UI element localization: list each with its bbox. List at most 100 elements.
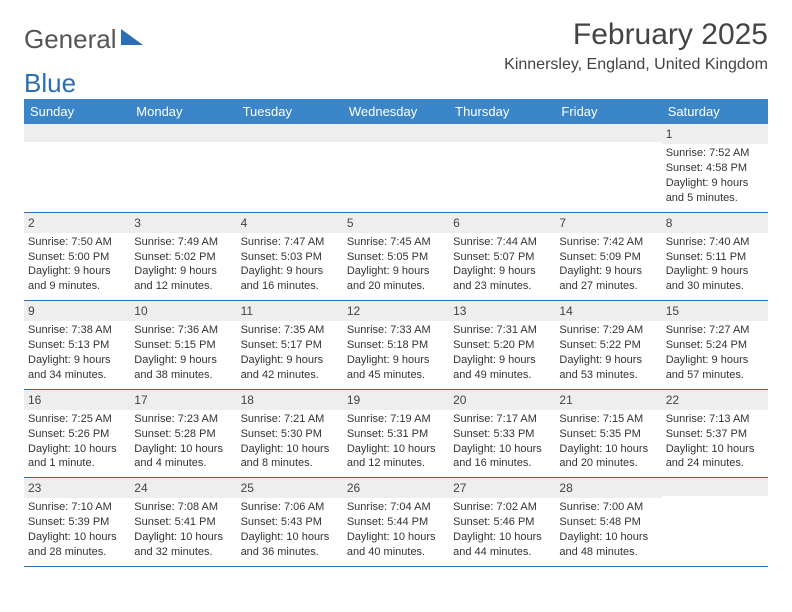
location: Kinnersley, England, United Kingdom <box>504 56 768 74</box>
day-info-line: Daylight: 9 hours <box>28 264 126 279</box>
day-info-line: and 42 minutes. <box>241 368 339 383</box>
day-body: Sunrise: 7:36 AMSunset: 5:15 PMDaylight:… <box>130 321 236 388</box>
day-info-line: Sunrise: 7:13 AM <box>666 412 764 427</box>
day-info-line: Daylight: 10 hours <box>666 442 764 457</box>
day-cell: 27Sunrise: 7:02 AMSunset: 5:46 PMDayligh… <box>449 478 555 566</box>
day-info-line: Sunset: 5:18 PM <box>347 338 445 353</box>
day-body: Sunrise: 7:17 AMSunset: 5:33 PMDaylight:… <box>449 410 555 477</box>
day-cell: 17Sunrise: 7:23 AMSunset: 5:28 PMDayligh… <box>130 390 236 478</box>
day-info-line: Sunrise: 7:15 AM <box>559 412 657 427</box>
day-info-line: and 38 minutes. <box>134 368 232 383</box>
day-number <box>24 124 130 142</box>
day-cell: 12Sunrise: 7:33 AMSunset: 5:18 PMDayligh… <box>343 301 449 389</box>
day-number: 23 <box>24 478 130 498</box>
day-body: Sunrise: 7:31 AMSunset: 5:20 PMDaylight:… <box>449 321 555 388</box>
day-info-line: and 4 minutes. <box>134 456 232 471</box>
day-number: 5 <box>343 213 449 233</box>
day-number <box>130 124 236 142</box>
dow-label: Tuesday <box>237 99 343 124</box>
day-info-line: and 53 minutes. <box>559 368 657 383</box>
day-cell: 2Sunrise: 7:50 AMSunset: 5:00 PMDaylight… <box>24 213 130 301</box>
day-body: Sunrise: 7:33 AMSunset: 5:18 PMDaylight:… <box>343 321 449 388</box>
logo-part1: General <box>24 24 117 55</box>
day-info-line: and 5 minutes. <box>666 191 764 206</box>
day-number: 20 <box>449 390 555 410</box>
day-info-line: Daylight: 9 hours <box>347 264 445 279</box>
day-info-line: Sunset: 5:05 PM <box>347 250 445 265</box>
day-number: 14 <box>555 301 661 321</box>
day-info-line: Daylight: 9 hours <box>241 353 339 368</box>
day-info-line: and 45 minutes. <box>347 368 445 383</box>
day-body <box>555 142 661 150</box>
sail-icon <box>121 29 143 45</box>
day-body <box>130 142 236 150</box>
day-info-line: Sunrise: 7:06 AM <box>241 500 339 515</box>
day-info-line: Sunset: 5:30 PM <box>241 427 339 442</box>
day-cell: 13Sunrise: 7:31 AMSunset: 5:20 PMDayligh… <box>449 301 555 389</box>
day-info-line: Daylight: 10 hours <box>241 530 339 545</box>
day-number: 11 <box>237 301 343 321</box>
day-info-line: and 36 minutes. <box>241 545 339 560</box>
day-info-line: Daylight: 9 hours <box>453 353 551 368</box>
day-body: Sunrise: 7:45 AMSunset: 5:05 PMDaylight:… <box>343 233 449 300</box>
day-body: Sunrise: 7:15 AMSunset: 5:35 PMDaylight:… <box>555 410 661 477</box>
day-info-line: Sunrise: 7:21 AM <box>241 412 339 427</box>
day-body <box>237 142 343 150</box>
day-body: Sunrise: 7:29 AMSunset: 5:22 PMDaylight:… <box>555 321 661 388</box>
day-info-line: Daylight: 10 hours <box>134 530 232 545</box>
day-number: 12 <box>343 301 449 321</box>
day-info-line: Daylight: 10 hours <box>559 442 657 457</box>
day-cell: 21Sunrise: 7:15 AMSunset: 5:35 PMDayligh… <box>555 390 661 478</box>
day-body: Sunrise: 7:08 AMSunset: 5:41 PMDaylight:… <box>130 498 236 565</box>
day-info-line: Sunset: 5:43 PM <box>241 515 339 530</box>
day-info-line: Sunset: 5:11 PM <box>666 250 764 265</box>
day-body: Sunrise: 7:44 AMSunset: 5:07 PMDaylight:… <box>449 233 555 300</box>
day-info-line: Sunset: 5:48 PM <box>559 515 657 530</box>
day-info-line: Sunrise: 7:38 AM <box>28 323 126 338</box>
day-number <box>343 124 449 142</box>
day-info-line: Sunrise: 7:23 AM <box>134 412 232 427</box>
dow-label: Thursday <box>449 99 555 124</box>
day-info-line: Daylight: 9 hours <box>134 353 232 368</box>
week-row: 23Sunrise: 7:10 AMSunset: 5:39 PMDayligh… <box>24 478 768 567</box>
day-number: 2 <box>24 213 130 233</box>
day-info-line: Sunrise: 7:31 AM <box>453 323 551 338</box>
day-number: 7 <box>555 213 661 233</box>
week-row: 1Sunrise: 7:52 AMSunset: 4:58 PMDaylight… <box>24 124 768 213</box>
day-info-line: Sunset: 5:31 PM <box>347 427 445 442</box>
day-info-line: and 30 minutes. <box>666 279 764 294</box>
day-info-line: Sunset: 5:35 PM <box>559 427 657 442</box>
day-info-line: Daylight: 10 hours <box>28 442 126 457</box>
dow-label: Monday <box>130 99 236 124</box>
day-info-line: Sunset: 5:07 PM <box>453 250 551 265</box>
logo-part2: Blue <box>24 68 76 99</box>
day-info-line: and 12 minutes. <box>134 279 232 294</box>
day-info-line: Sunrise: 7:45 AM <box>347 235 445 250</box>
day-info-line: Sunset: 5:28 PM <box>134 427 232 442</box>
day-info-line: Daylight: 9 hours <box>241 264 339 279</box>
day-info-line: Sunrise: 7:47 AM <box>241 235 339 250</box>
day-body: Sunrise: 7:50 AMSunset: 5:00 PMDaylight:… <box>24 233 130 300</box>
day-cell: 19Sunrise: 7:19 AMSunset: 5:31 PMDayligh… <box>343 390 449 478</box>
day-info-line: and 49 minutes. <box>453 368 551 383</box>
day-number: 3 <box>130 213 236 233</box>
day-number: 17 <box>130 390 236 410</box>
day-info-line: and 57 minutes. <box>666 368 764 383</box>
day-info-line: and 12 minutes. <box>347 456 445 471</box>
day-cell: 6Sunrise: 7:44 AMSunset: 5:07 PMDaylight… <box>449 213 555 301</box>
day-info-line: Sunrise: 7:27 AM <box>666 323 764 338</box>
day-info-line: Sunrise: 7:00 AM <box>559 500 657 515</box>
day-number: 18 <box>237 390 343 410</box>
day-info-line: Sunrise: 7:19 AM <box>347 412 445 427</box>
dow-label: Friday <box>555 99 661 124</box>
day-info-line: Sunrise: 7:42 AM <box>559 235 657 250</box>
day-body: Sunrise: 7:02 AMSunset: 5:46 PMDaylight:… <box>449 498 555 565</box>
title-block: February 2025 Kinnersley, England, Unite… <box>504 18 768 84</box>
day-info-line: Sunrise: 7:49 AM <box>134 235 232 250</box>
week-row: 9Sunrise: 7:38 AMSunset: 5:13 PMDaylight… <box>24 301 768 390</box>
day-info-line: Sunset: 5:33 PM <box>453 427 551 442</box>
day-body: Sunrise: 7:23 AMSunset: 5:28 PMDaylight:… <box>130 410 236 477</box>
day-info-line: Sunset: 5:02 PM <box>134 250 232 265</box>
calendar: SundayMondayTuesdayWednesdayThursdayFrid… <box>24 99 768 567</box>
day-body: Sunrise: 7:49 AMSunset: 5:02 PMDaylight:… <box>130 233 236 300</box>
